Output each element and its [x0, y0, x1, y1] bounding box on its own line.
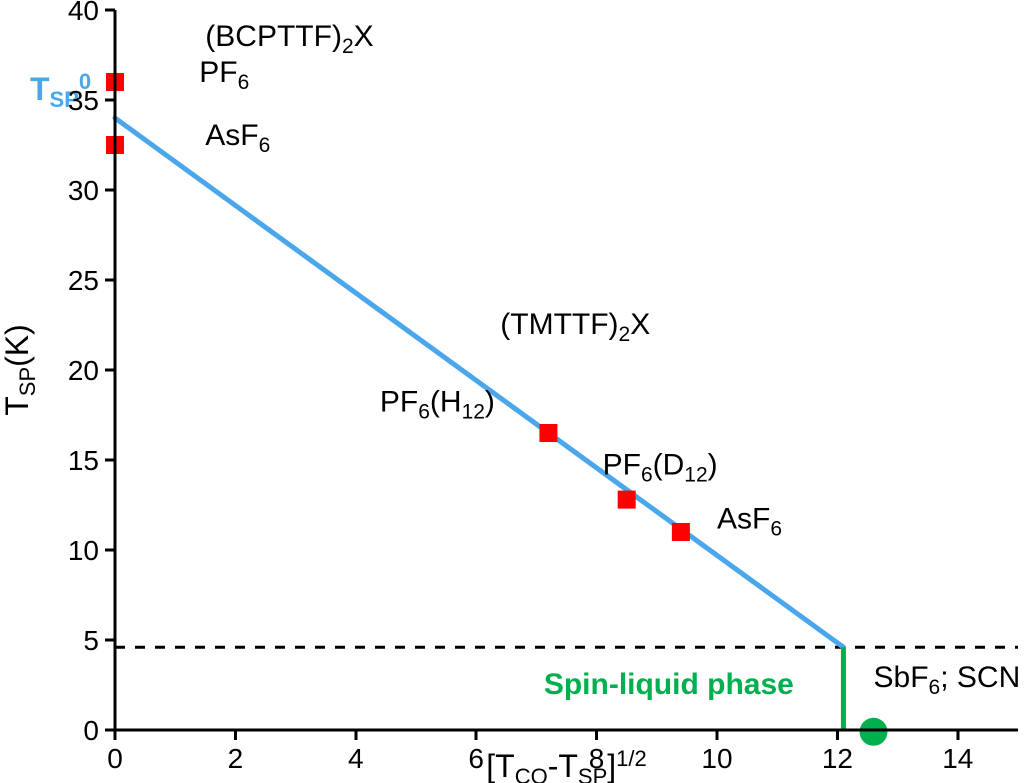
x-tick-label: 12	[822, 743, 853, 774]
y-tick-label: 0	[83, 715, 99, 746]
data-point	[672, 523, 690, 541]
data-point	[618, 491, 636, 509]
point-label: PF6	[199, 56, 249, 94]
series-header: (BCPTTF)2X	[205, 20, 373, 58]
y-tick-label: 15	[68, 445, 99, 476]
x-tick-label: 10	[701, 743, 732, 774]
y-tick-label: 10	[68, 535, 99, 566]
y-tick-label: 35	[68, 85, 99, 116]
data-point	[539, 424, 557, 442]
y-tick-label: 30	[68, 175, 99, 206]
x-tick-label: 14	[942, 743, 973, 774]
chart-container: (BCPTTF)2XPF6 AsF6 (TMTTF)2X PF6(H12) PF6(D1…	[0, 0, 1024, 783]
spin-liquid-label: Spin-liquid phase	[544, 668, 794, 701]
point-label: PF6(D12)	[603, 448, 718, 486]
green-point-label: SbF6; SCN	[874, 661, 1021, 699]
y-axis-title: TSP(K)	[0, 324, 40, 416]
trend-line	[115, 118, 843, 647]
y-axis-title-group: TSP(K)	[0, 324, 40, 416]
x-tick-label: 0	[107, 743, 123, 774]
point-label: PF6(H12)	[380, 385, 495, 423]
scatter-chart: (BCPTTF)2XPF6 AsF6 (TMTTF)2X PF6(H12) PF6(D1…	[0, 0, 1024, 783]
point-label: AsF6	[205, 119, 270, 157]
x-axis-title: [TCO-TSP]1/2	[486, 746, 646, 783]
green-point	[860, 718, 888, 746]
x-tick-label: 6	[468, 743, 484, 774]
x-tick-label: 4	[348, 743, 364, 774]
x-tick-label: 2	[228, 743, 244, 774]
series-header: (TMTTF)2X	[500, 308, 650, 346]
y-tick-label: 25	[68, 265, 99, 296]
y-tick-label: 5	[83, 625, 99, 656]
y-tick-label: 40	[68, 0, 99, 26]
y-tick-label: 20	[68, 355, 99, 386]
point-label: AsF6	[717, 502, 782, 540]
